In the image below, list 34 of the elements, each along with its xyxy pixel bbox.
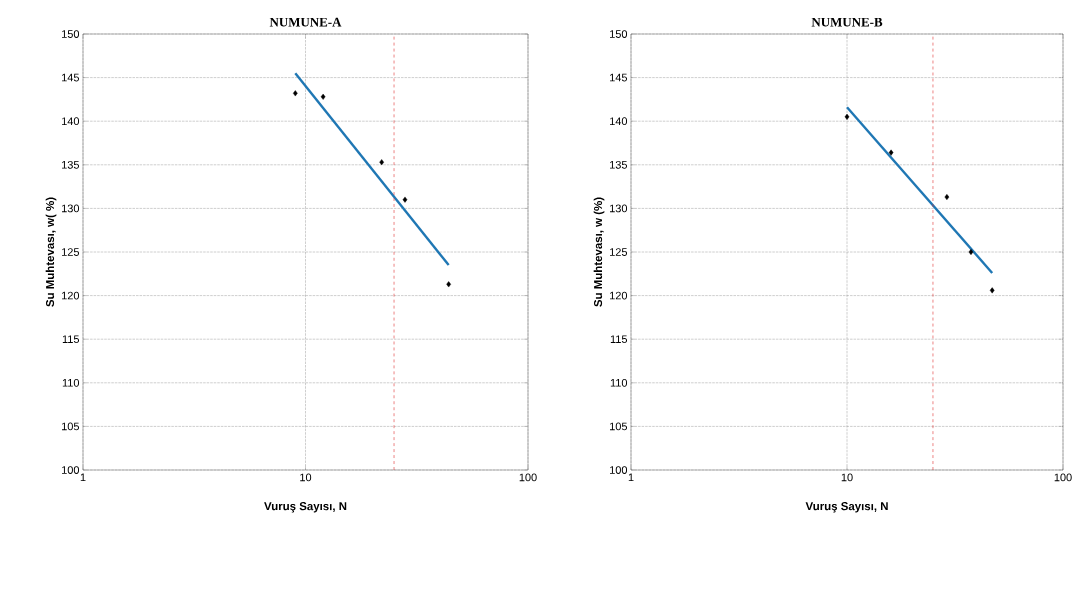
y-tick-label: 130 [62,204,80,213]
y-tick-label: 120 [610,291,628,300]
y-axis-title: Su Muhtevası, w (%) [593,197,605,307]
y-tick-label: 125 [610,248,628,256]
y-tick-label: 140 [610,117,628,126]
x-axis-title: Vuruş Sayısı, N [805,502,888,513]
x-tick-label: 10 [841,473,853,482]
y-tick-label: 135 [610,160,628,169]
y-tick-label: 110 [610,378,628,387]
y-tick-label: 135 [62,160,80,169]
y-axis-title: Su Muhtevası, w( %) [45,197,57,307]
x-tick-label: 10 [300,473,312,482]
y-tick-label: 150 [610,30,628,38]
x-tick-label: 1 [628,473,634,482]
y-tick-label: 145 [610,73,628,82]
x-tick-label: 1 [80,473,86,482]
y-tick-label: 115 [62,335,80,344]
y-tick-label: 145 [62,73,80,82]
y-tick-label: 130 [610,204,628,213]
y-tick-label: 150 [62,30,80,38]
y-tick-label: 100 [610,466,628,474]
x-tick-label: 100 [1054,473,1072,482]
y-tick-label: 125 [62,248,80,256]
y-tick-label: 120 [62,291,80,300]
y-tick-label: 115 [610,335,628,344]
x-tick-label: 100 [519,473,537,482]
y-tick-label: 105 [610,422,628,431]
x-axis-title: Vuruş Sayısı, N [264,502,347,513]
y-tick-label: 110 [62,378,80,387]
y-tick-label: 100 [62,466,80,474]
y-tick-label: 140 [62,117,80,126]
y-tick-label: 105 [62,422,80,431]
chart-title: NUMUNE-A [269,17,342,27]
chart-title: NUMUNE-B [811,17,883,27]
